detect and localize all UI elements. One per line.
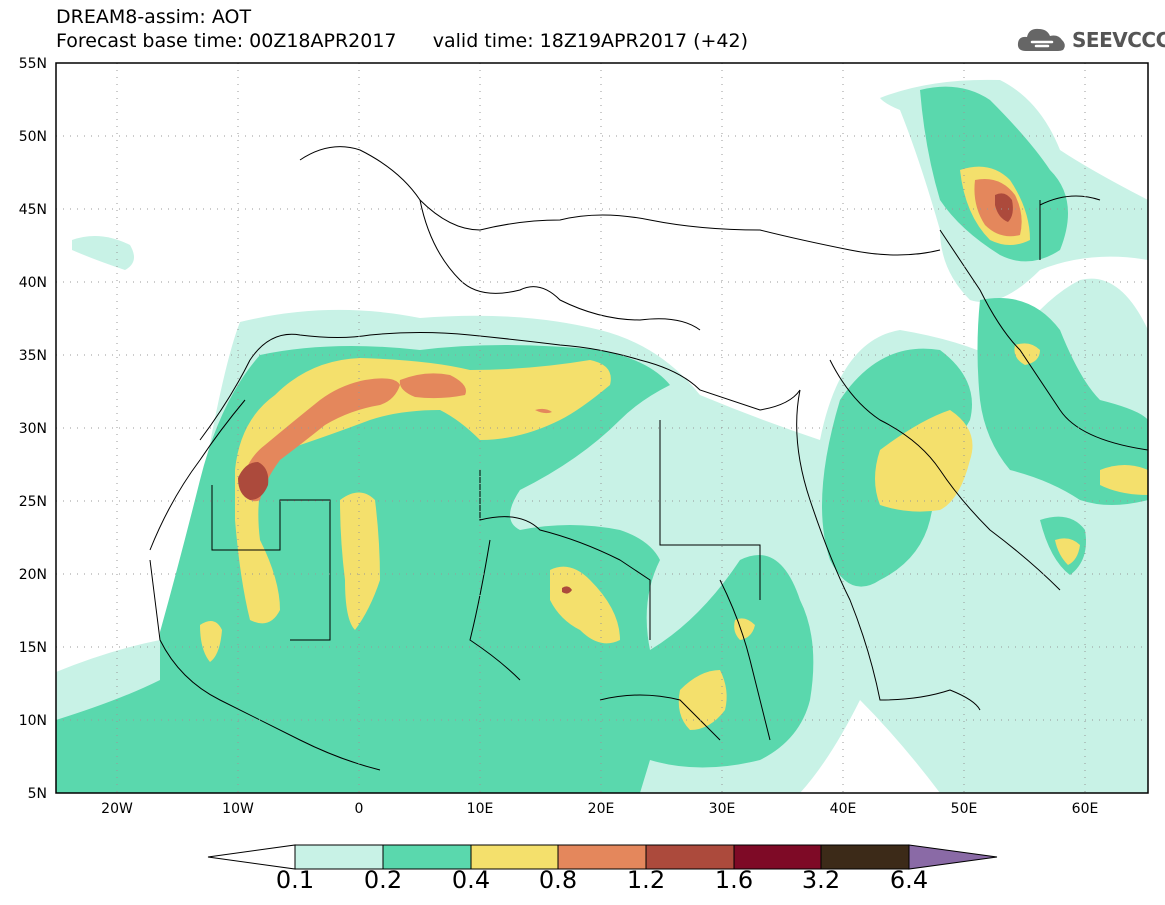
colorbar-label: 0.8 xyxy=(538,866,578,894)
colorbar-segment xyxy=(294,844,384,870)
colorbar-label: 6.4 xyxy=(889,866,929,894)
colorbar-label: 1.2 xyxy=(626,866,666,894)
lon-tick-label: 20E xyxy=(588,801,615,817)
country-borders xyxy=(149,146,1148,771)
lon-tick-label: 10E xyxy=(467,801,494,817)
lat-tick-label: 35N xyxy=(19,348,47,364)
lat-tick-label: 25N xyxy=(19,494,47,510)
lon-tick-label: 40E xyxy=(830,801,857,817)
lon-tick-label: 60E xyxy=(1072,801,1099,817)
map-title: DREAM8-assim: AOT xyxy=(56,6,252,28)
aot-level-1.2 xyxy=(238,193,1013,594)
lat-tick-label: 55N xyxy=(19,56,47,72)
lon-labels: 20W 10W 0 10E 20E 30E 40E 50E 60E xyxy=(101,801,1098,817)
lon-tick-label: 50E xyxy=(951,801,978,817)
seevccc-logo: SEEVCCC xyxy=(1016,22,1165,58)
lat-tick-label: 45N xyxy=(19,202,47,218)
lat-tick-label: 15N xyxy=(19,640,47,656)
map-frame-border xyxy=(55,62,1149,794)
logo-text: SEEVCCC xyxy=(1072,28,1165,52)
lon-tick-label: 10W xyxy=(222,801,254,817)
colorbar-label: 1.6 xyxy=(714,866,754,894)
cloud-icon xyxy=(1017,28,1065,51)
lat-labels: 55N 50N 45N 40N 35N 30N 25N 20N 15N 10N … xyxy=(19,56,47,802)
colorbar-label: 0.2 xyxy=(363,866,403,894)
base-time: Forecast base time: 00Z18APR2017 xyxy=(56,30,397,52)
colorbar xyxy=(207,844,998,870)
lat-tick-label: 10N xyxy=(19,713,47,729)
valid-time: valid time: 18Z19APR2017 (+42) xyxy=(432,30,749,52)
lon-tick-label: 0 xyxy=(355,801,364,817)
colorbar-segment xyxy=(470,844,559,870)
aot-level-0.4 xyxy=(200,166,1148,730)
colorbar-segment xyxy=(557,844,647,870)
lat-tick-label: 20N xyxy=(19,567,47,583)
colorbar-segment xyxy=(645,844,735,870)
aot-contours xyxy=(56,79,1148,793)
lat-tick-label: 50N xyxy=(19,129,47,145)
graticule xyxy=(56,63,1148,793)
lon-tick-label: 20W xyxy=(101,801,133,817)
lat-tick-label: 40N xyxy=(19,275,47,291)
colorbar-segment xyxy=(733,844,822,870)
colorbar-label: 3.2 xyxy=(801,866,841,894)
lat-tick-label: 30N xyxy=(19,421,47,437)
lat-tick-label: 5N xyxy=(28,786,47,802)
colorbar-label: 0.4 xyxy=(451,866,491,894)
colorbar-over-triangle xyxy=(908,844,998,870)
aot-level-0.8 xyxy=(240,179,1022,502)
colorbar-segment xyxy=(820,844,910,870)
forecast-times: Forecast base time: 00Z18APR2017 valid t… xyxy=(56,30,748,52)
lon-tick-label: 30E xyxy=(709,801,736,817)
colorbar-label: 0.1 xyxy=(275,866,315,894)
